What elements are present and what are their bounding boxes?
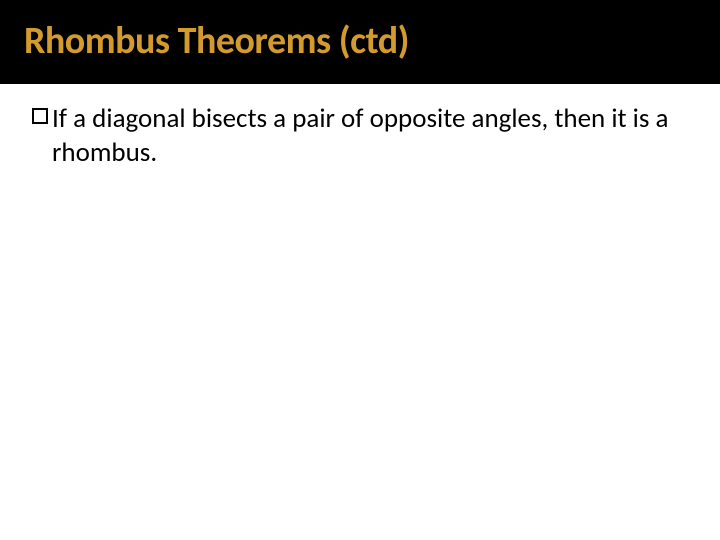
- bullet-item: If a diagonal bisects a pair of opposite…: [32, 102, 688, 170]
- bullet-text: If a diagonal bisects a pair of opposite…: [52, 102, 688, 170]
- slide: Rhombus Theorems (ctd) If a diagonal bis…: [0, 0, 720, 540]
- square-bullet-icon: [32, 108, 48, 124]
- slide-title: Rhombus Theorems (ctd): [24, 18, 696, 64]
- body-area: If a diagonal bisects a pair of opposite…: [0, 84, 720, 170]
- title-band: Rhombus Theorems (ctd): [0, 0, 720, 84]
